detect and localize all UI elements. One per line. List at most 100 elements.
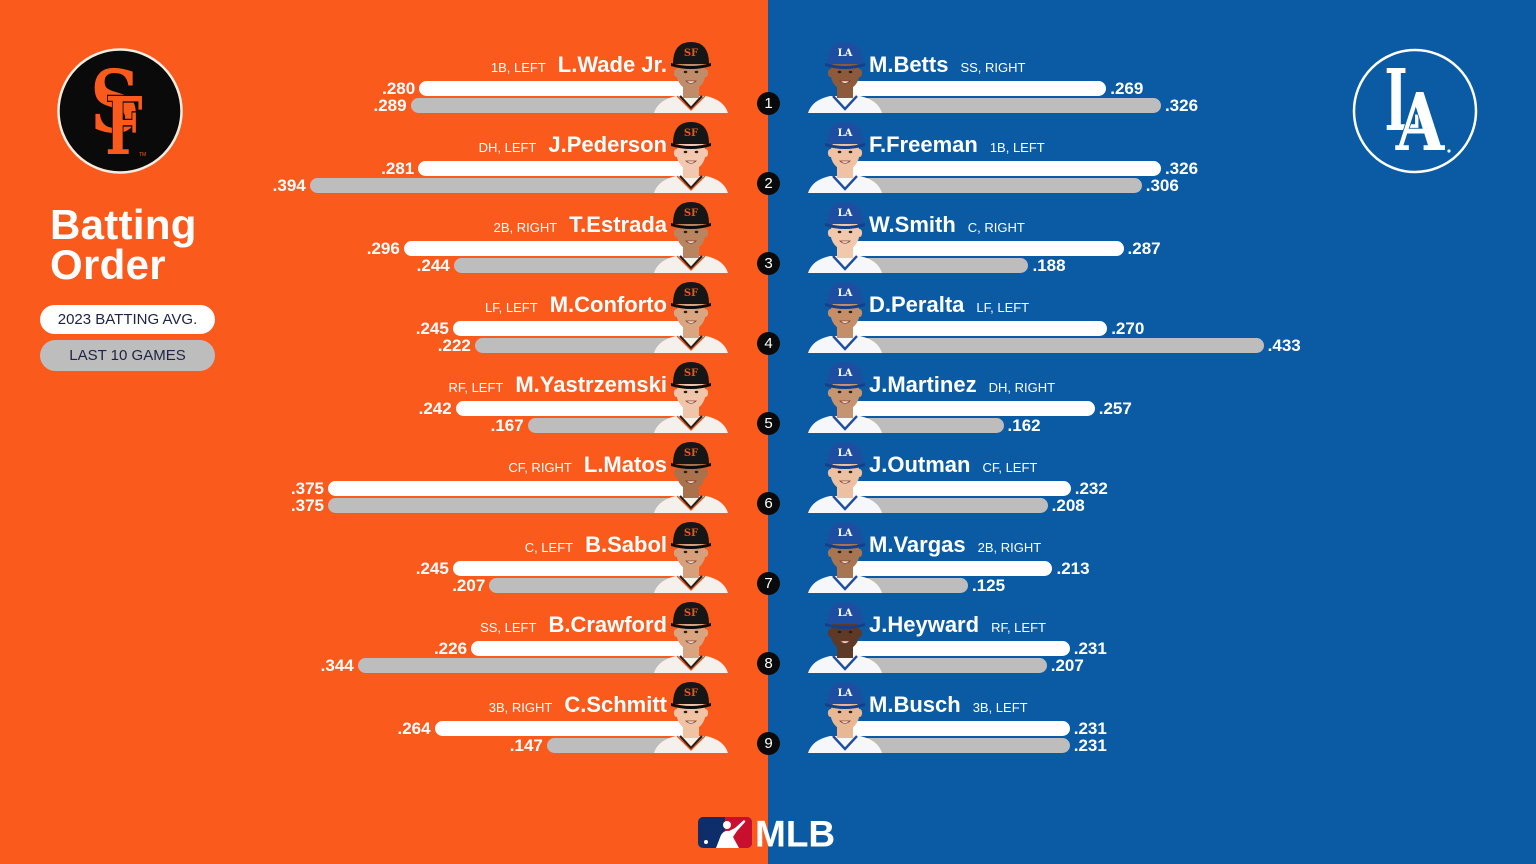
season-avg-bar: .287 <box>840 240 1161 257</box>
last-10-avg-value: .306 <box>1145 176 1179 195</box>
legend-season-avg: 2023 BATTING AVG. <box>40 305 215 334</box>
player-info: LF, LEFT M.Conforto <box>485 294 667 318</box>
lineup-row: .231 .207 J.Heyward RF, LEFT <box>0 560 1536 674</box>
player-info: 2B, RIGHT T.Estrada <box>494 214 667 238</box>
last-10-avg-bar: .208 <box>840 497 1085 514</box>
player-info: SS, LEFT B.Crawford <box>480 614 667 638</box>
last-10-avg-value: .207 <box>1050 656 1084 675</box>
order-badge: 4 <box>757 332 780 355</box>
season-avg-value: .242 <box>418 399 452 418</box>
season-avg-value: .226 <box>433 639 468 658</box>
player-name: M.Betts <box>869 52 949 77</box>
player-info: J.Outman CF, LEFT <box>869 454 1037 478</box>
season-avg-bar: .281 <box>381 160 696 177</box>
last-10-avg-value: .433 <box>1267 336 1301 355</box>
season-avg-value: .264 <box>397 719 431 738</box>
lineup-row: .287 .188 W.Smith C, RIGHT <box>0 160 1536 274</box>
player-name: J.Heyward <box>869 612 980 637</box>
season-avg-value: .231 <box>1073 719 1107 738</box>
lineup-row: .326 .306 F.Freeman 1B, LEFT <box>0 80 1536 194</box>
lineup-row: .269 .326 M.Betts SS, RIGHT <box>0 0 1536 114</box>
player-position: RF, LEFT <box>991 620 1046 635</box>
last-10-avg-value: .326 <box>1164 96 1199 115</box>
lineup-row: .242 .167 RF, LEFT M.Yastrzemski <box>0 320 1536 434</box>
lineup-row: .213 .125 M.Vargas 2B, RIGHT <box>0 480 1536 594</box>
last-10-avg-bar: .207 <box>452 577 696 594</box>
season-avg-bar: .296 <box>367 240 696 257</box>
last-10-avg-bar: .306 <box>840 177 1179 194</box>
player-name: C.Schmitt <box>564 692 667 717</box>
lineup-row: .231 .231 M.Busch 3B, LEFT <box>0 640 1536 754</box>
player-name: J.Outman <box>869 452 971 477</box>
season-avg-value: .213 <box>1056 559 1090 578</box>
player-position: 2B, RIGHT <box>977 540 1042 555</box>
season-avg-value: .269 <box>1110 79 1144 98</box>
season-avg-bar: .270 <box>840 320 1144 337</box>
player-position: 1B, LEFT <box>490 60 546 75</box>
svg-text:TM: TM <box>139 152 146 158</box>
player-info: M.Vargas 2B, RIGHT <box>869 534 1041 558</box>
last-10-avg-value: .162 <box>1007 416 1041 435</box>
sf-giants-logo-icon: S F TM <box>57 48 183 174</box>
player-name: F.Freeman <box>869 132 978 157</box>
last-10-avg-bar: .162 <box>840 417 1041 434</box>
mlb-logo-icon: MLB <box>698 815 835 851</box>
last-10-avg-bar: .326 <box>840 97 1198 114</box>
player-name: J.Pederson <box>548 132 667 157</box>
player-name: B.Sabol <box>585 532 667 557</box>
season-avg-value: .245 <box>415 319 449 338</box>
season-avg-bar: .231 <box>840 720 1107 737</box>
last-10-avg-value: .375 <box>290 496 324 515</box>
player-position: SS, LEFT <box>480 620 537 635</box>
last-10-avg-bar: .231 <box>840 737 1107 754</box>
lineup-row: .270 .433 D.Peralta LF, LEFT <box>0 240 1536 354</box>
page-title: Batting Order <box>50 201 197 288</box>
lineup-row: .226 .344 SS, LEFT B.Crawford <box>0 560 1536 674</box>
season-avg-value: .296 <box>366 239 400 258</box>
player-info: 1B, LEFT L.Wade Jr. <box>491 54 667 78</box>
season-avg-bar: .242 <box>419 400 696 417</box>
player-name: L.Matos <box>583 452 667 477</box>
title-line-2: Order <box>50 241 166 288</box>
last-10-avg-bar: .222 <box>438 337 696 354</box>
last-10-avg-value: .222 <box>437 336 471 355</box>
season-avg-bar: .232 <box>840 480 1108 497</box>
player-name: J.Martinez <box>869 372 977 397</box>
order-badge: 1 <box>757 92 780 115</box>
season-avg-bar: .226 <box>434 640 696 657</box>
player-position: 2B, RIGHT <box>493 220 558 235</box>
season-avg-value: .232 <box>1074 479 1108 498</box>
last-10-avg-bar: .289 <box>373 97 696 114</box>
order-badge: 5 <box>757 412 780 435</box>
last-10-avg-value: .207 <box>452 576 486 595</box>
last-10-avg-bar: .167 <box>491 417 696 434</box>
player-position: C, LEFT <box>524 540 574 555</box>
last-10-avg-value: .289 <box>373 96 407 115</box>
lineup-row: .296 .244 2B, RIGHT T.Estrada <box>0 160 1536 274</box>
last-10-avg-bar: .344 <box>321 657 696 674</box>
player-name: M.Busch <box>869 692 961 717</box>
season-avg-value: .287 <box>1127 239 1161 258</box>
player-info: RF, LEFT M.Yastrzemski <box>448 374 667 398</box>
season-avg-value: .326 <box>1164 159 1199 178</box>
last-10-avg-value: .244 <box>416 256 450 275</box>
player-info: D.Peralta LF, LEFT <box>869 294 1029 318</box>
order-badge: 2 <box>757 172 780 195</box>
season-avg-bar: .264 <box>397 720 696 737</box>
player-info: F.Freeman 1B, LEFT <box>869 134 1045 158</box>
last-10-avg-value: .147 <box>509 736 543 755</box>
last-10-avg-bar: .244 <box>417 257 696 274</box>
player-position: RF, LEFT <box>448 380 504 395</box>
player-position: LF, LEFT <box>484 300 538 315</box>
lineup-row: .245 .207 C, LEFT B.Sabol <box>0 480 1536 594</box>
player-position: DH, LEFT <box>478 140 537 155</box>
season-avg-bar: .245 <box>416 560 696 577</box>
player-position: CF, RIGHT <box>508 460 572 475</box>
player-info: 3B, RIGHT C.Schmitt <box>489 694 667 718</box>
player-position: LF, LEFT <box>976 300 1030 315</box>
title-line-1: Batting <box>50 201 197 248</box>
svg-text:F: F <box>105 78 142 173</box>
player-position: 1B, LEFT <box>989 140 1045 155</box>
lineup-row: .232 .208 J.Outman CF, LEFT <box>0 400 1536 514</box>
